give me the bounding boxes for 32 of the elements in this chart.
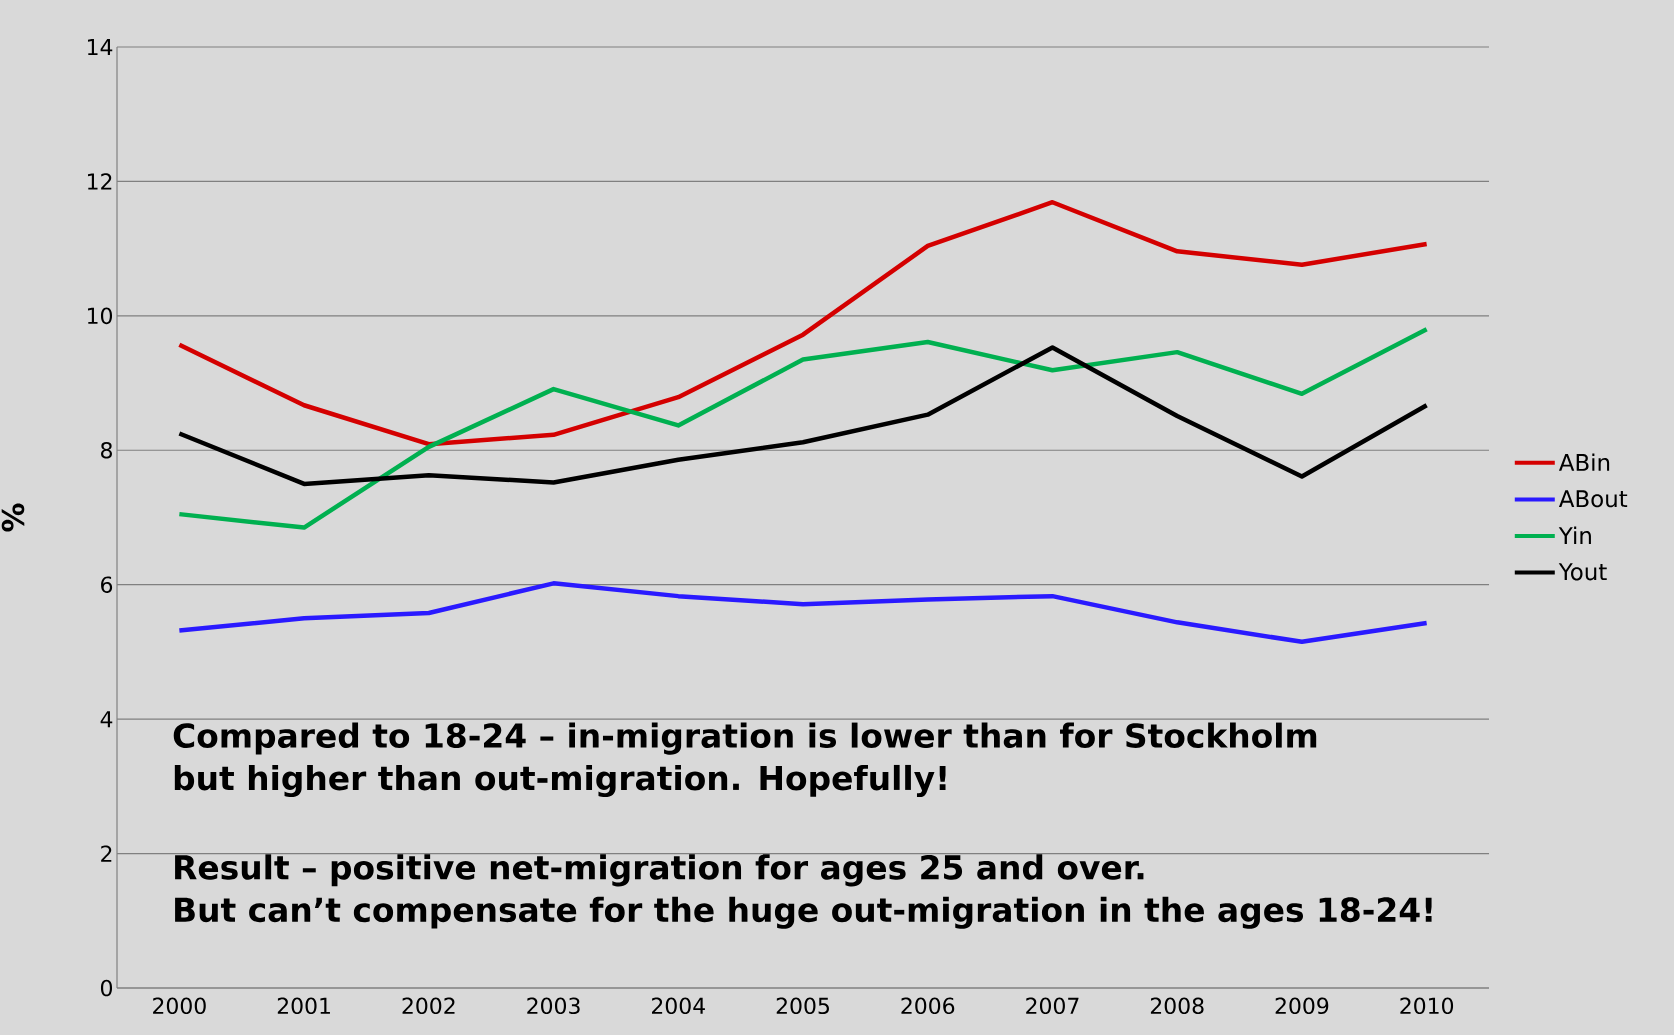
x-tick-label: 2004 [652,997,705,1015]
y-tick-label: 4 [100,711,113,728]
legend-label: ABout [1558,490,1628,508]
x-tick-label: 2002 [402,997,455,1015]
x-tick-label: 2003 [527,997,580,1015]
y-tick-label: 10 [88,307,113,325]
line-series [177,345,1429,487]
line-series [177,200,1429,447]
x-tick-label: 2006 [901,997,955,1015]
annotation: Result – positive net-migration for ages 25 and over. [175,854,1144,887]
y-tick-label: 14 [88,38,113,55]
annotation: But can’t compensate for the huge out-migration in the ages 18-24! [175,896,1432,929]
annotation: but higher than out-migration. Hopefully! [174,764,946,798]
legend-label: ABin [1558,453,1610,471]
x-tick-label: 2007 [1026,997,1079,1015]
line-series [177,581,1429,645]
y-axis-title: % [1,503,25,532]
y-tick-label: 6 [101,576,113,593]
x-tick-label: 2010 [1400,997,1454,1015]
legend-label: Yout [1558,563,1607,581]
y-tick-label: 8 [101,441,112,459]
y-tick-label: 2 [101,845,112,862]
x-tick-label: 2009 [1275,997,1329,1015]
line-series [177,327,1429,530]
x-tick-label: 2000 [153,997,206,1015]
legend-label: Yin [1558,526,1591,544]
y-tick-label: 12 [88,173,112,190]
y-tick-label: 0 [100,979,113,997]
x-tick-label: 2001 [277,997,330,1015]
annotation: Compared to 18-24 – in-migration is lower than for Stockholm [173,722,1317,755]
x-tick-label: 2005 [776,997,829,1015]
x-tick-label: 2008 [1150,997,1204,1015]
